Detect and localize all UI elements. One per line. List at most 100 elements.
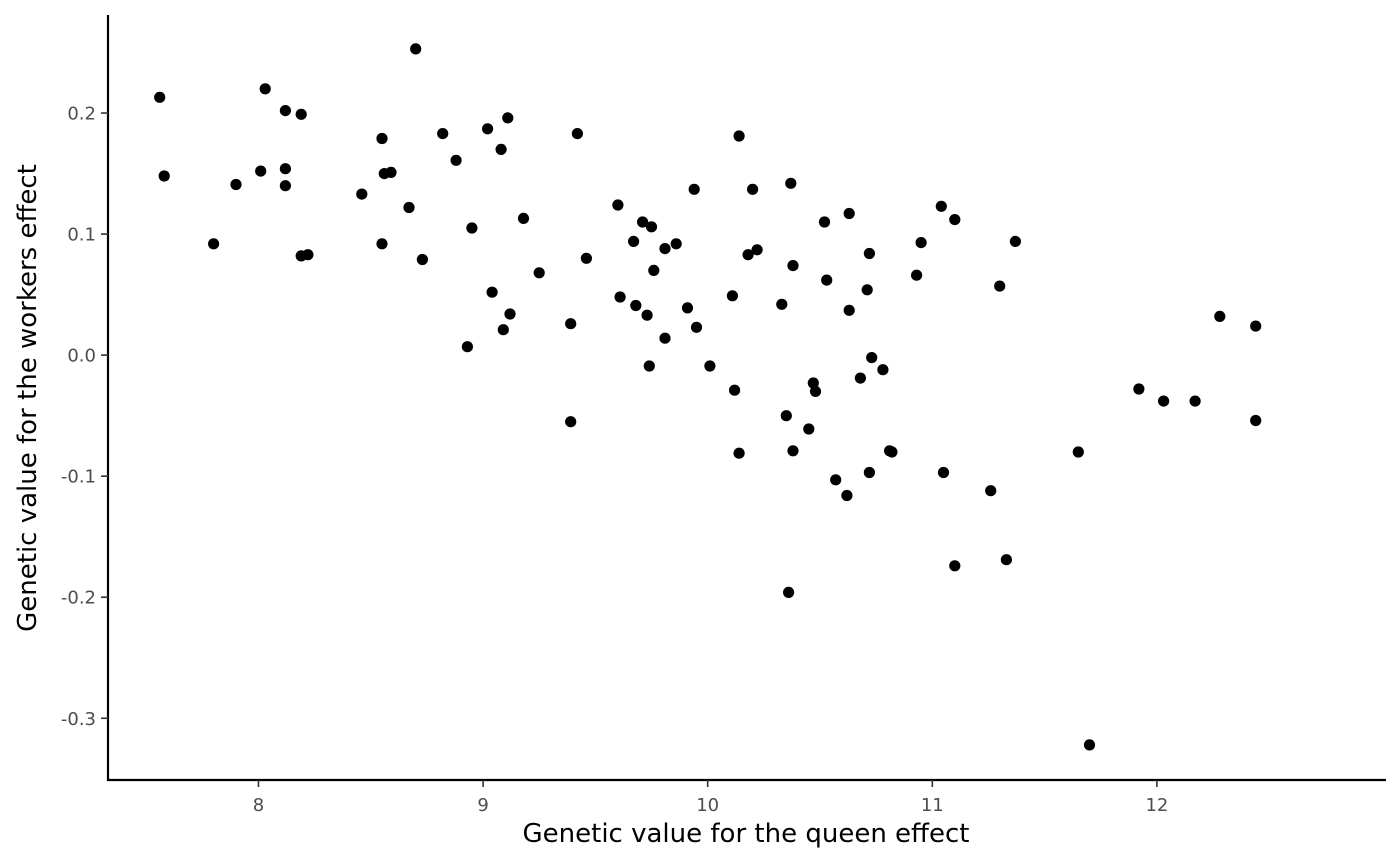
data-point: [841, 489, 853, 502]
data-point: [726, 290, 739, 302]
data-point: [785, 177, 797, 189]
data-point: [495, 143, 507, 155]
x-tick-label: 11: [921, 795, 944, 816]
y-tick-label: -0.1: [61, 467, 96, 488]
data-point: [466, 222, 478, 234]
data-point: [733, 447, 745, 459]
data-point: [1214, 310, 1226, 322]
data-point: [641, 309, 653, 321]
data-point: [809, 385, 822, 397]
data-point: [915, 237, 927, 249]
data-point: [648, 264, 660, 276]
data-point: [1072, 446, 1084, 458]
data-point: [645, 221, 658, 233]
data-point: [830, 474, 842, 486]
data-point: [704, 360, 716, 372]
data-point: [628, 235, 640, 247]
data-point: [230, 178, 242, 191]
data-point: [450, 154, 462, 166]
data-point: [1158, 395, 1170, 407]
data-point: [866, 352, 878, 364]
data-point: [302, 249, 314, 261]
data-point: [259, 83, 271, 95]
data-point: [612, 199, 624, 211]
data-point: [780, 410, 792, 422]
data-point: [747, 183, 759, 195]
data-point: [863, 466, 876, 479]
data-point: [517, 212, 530, 224]
data-point: [733, 130, 745, 142]
data-point: [783, 586, 795, 599]
data-point: [565, 318, 577, 330]
data-point: [643, 360, 655, 372]
data-point: [158, 170, 170, 182]
data-point: [461, 341, 473, 353]
y-tick-label: -0.3: [61, 709, 96, 730]
data-point: [994, 280, 1006, 292]
data-point: [843, 304, 855, 316]
data-point: [1250, 320, 1262, 332]
data-point: [985, 485, 997, 497]
data-point: [376, 132, 388, 145]
data-point: [751, 244, 763, 256]
data-point: [688, 183, 700, 195]
y-tick-label: -0.2: [61, 588, 96, 609]
data-point: [861, 284, 873, 296]
data-point: [356, 188, 368, 200]
y-tick-label: 0.1: [67, 225, 96, 246]
data-point: [681, 302, 694, 314]
data-point: [279, 180, 291, 192]
data-point: [565, 416, 577, 428]
data-point: [497, 324, 509, 336]
data-point: [776, 298, 788, 310]
data-point: [208, 238, 220, 250]
y-axis-ticks: 0.2 0.1 0.0 -0.1 -0.2 -0.3: [61, 104, 108, 730]
data-point: [637, 216, 649, 228]
data-point: [154, 91, 166, 103]
data-point: [659, 243, 671, 255]
y-tick-label: 0.2: [67, 104, 96, 125]
data-point: [403, 201, 415, 214]
data-point: [670, 238, 682, 250]
x-axis-title: Genetic value for the queen effect: [523, 819, 970, 849]
data-point: [279, 163, 291, 175]
data-point: [877, 364, 889, 376]
data-point: [886, 446, 898, 458]
data-point: [255, 165, 267, 177]
data-point: [410, 43, 422, 55]
x-tick-label: 8: [253, 795, 264, 816]
data-point: [787, 260, 799, 272]
data-point: [949, 560, 961, 572]
data-point: [504, 308, 516, 320]
data-point: [803, 423, 815, 435]
data-point: [729, 384, 741, 396]
data-point: [1189, 395, 1201, 407]
data-point: [630, 299, 642, 312]
data-point: [935, 200, 947, 212]
data-point: [295, 108, 307, 120]
data-point: [659, 332, 671, 344]
y-tick-label: 0.0: [67, 346, 96, 367]
data-point: [1009, 235, 1022, 247]
data-point: [742, 249, 754, 261]
data-point: [614, 291, 626, 303]
data-point: [690, 321, 703, 333]
data-point: [854, 372, 867, 384]
y-axis-title: Genetic value for the workers effect: [13, 164, 43, 632]
x-tick-label: 12: [1145, 795, 1168, 816]
data-point: [502, 112, 514, 124]
data-point: [385, 166, 397, 178]
data-point: [818, 216, 831, 228]
data-point: [416, 253, 428, 266]
x-tick-label: 9: [477, 795, 488, 816]
data-point: [937, 466, 950, 479]
data-points: [154, 43, 1262, 751]
data-point: [787, 445, 799, 457]
data-point: [482, 123, 494, 135]
data-point: [807, 377, 819, 389]
data-point: [571, 128, 584, 140]
data-point: [911, 269, 923, 281]
x-axis-ticks: 8 9 10 11 12: [253, 780, 1168, 816]
data-point: [1133, 383, 1145, 395]
